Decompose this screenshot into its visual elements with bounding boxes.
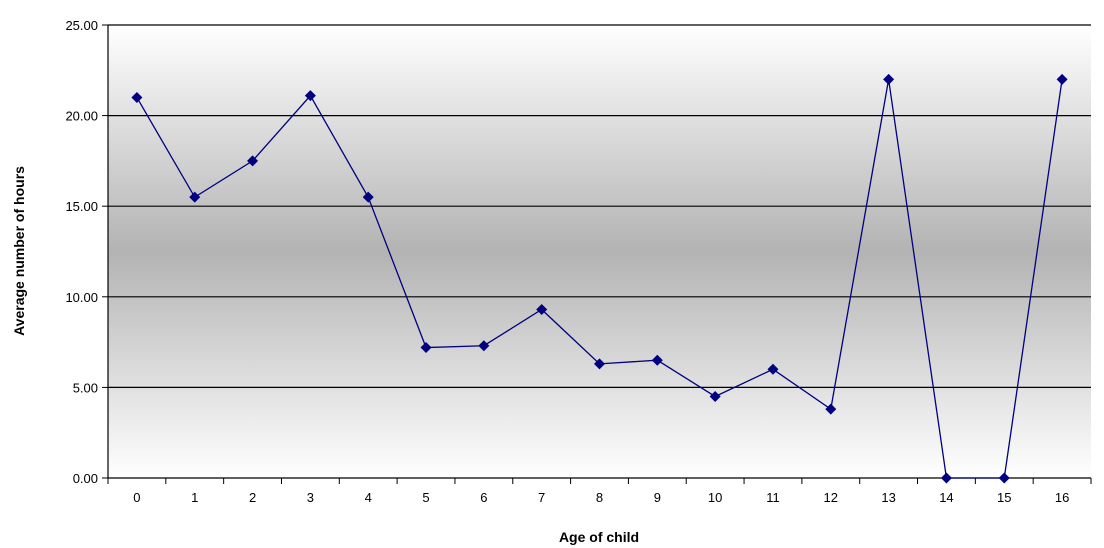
y-axis-title: Average number of hours: [11, 166, 27, 336]
x-tick-label: 9: [654, 490, 661, 505]
plot-area: [108, 25, 1091, 478]
x-tick-label: 14: [939, 490, 953, 505]
y-tick-labels: 0.00 5.00 10.00 15.00 20.00 25.00: [65, 18, 98, 486]
y-tick-label: 0.00: [73, 471, 98, 486]
x-tick-label: 10: [708, 490, 722, 505]
x-axis-title: Age of child: [559, 529, 639, 545]
x-tick-label: 4: [365, 490, 372, 505]
x-tick-label: 2: [249, 490, 256, 505]
x-tick-labels: 0 1 2 3 4 5 6 7 8 9 10 11 12 13 14 15 16: [133, 490, 1069, 505]
x-tick-label: 11: [766, 490, 780, 505]
y-tick-label: 25.00: [65, 18, 98, 33]
x-tick-label: 8: [596, 490, 603, 505]
x-tick-label: 15: [997, 490, 1011, 505]
x-tick-label: 12: [824, 490, 838, 505]
x-tick-label: 6: [480, 490, 487, 505]
x-tick-label: 0: [133, 490, 140, 505]
x-tick-label: 5: [422, 490, 429, 505]
y-tick-label: 5.00: [73, 380, 98, 395]
y-tick-label: 15.00: [65, 199, 98, 214]
y-tick-label: 20.00: [65, 109, 98, 124]
x-tick-label: 1: [191, 490, 198, 505]
x-tick-label: 3: [307, 490, 314, 505]
x-tick-label: 13: [881, 490, 895, 505]
y-tick-label: 10.00: [65, 290, 98, 305]
x-tick-label: 7: [538, 490, 545, 505]
x-tick-label: 16: [1055, 490, 1069, 505]
